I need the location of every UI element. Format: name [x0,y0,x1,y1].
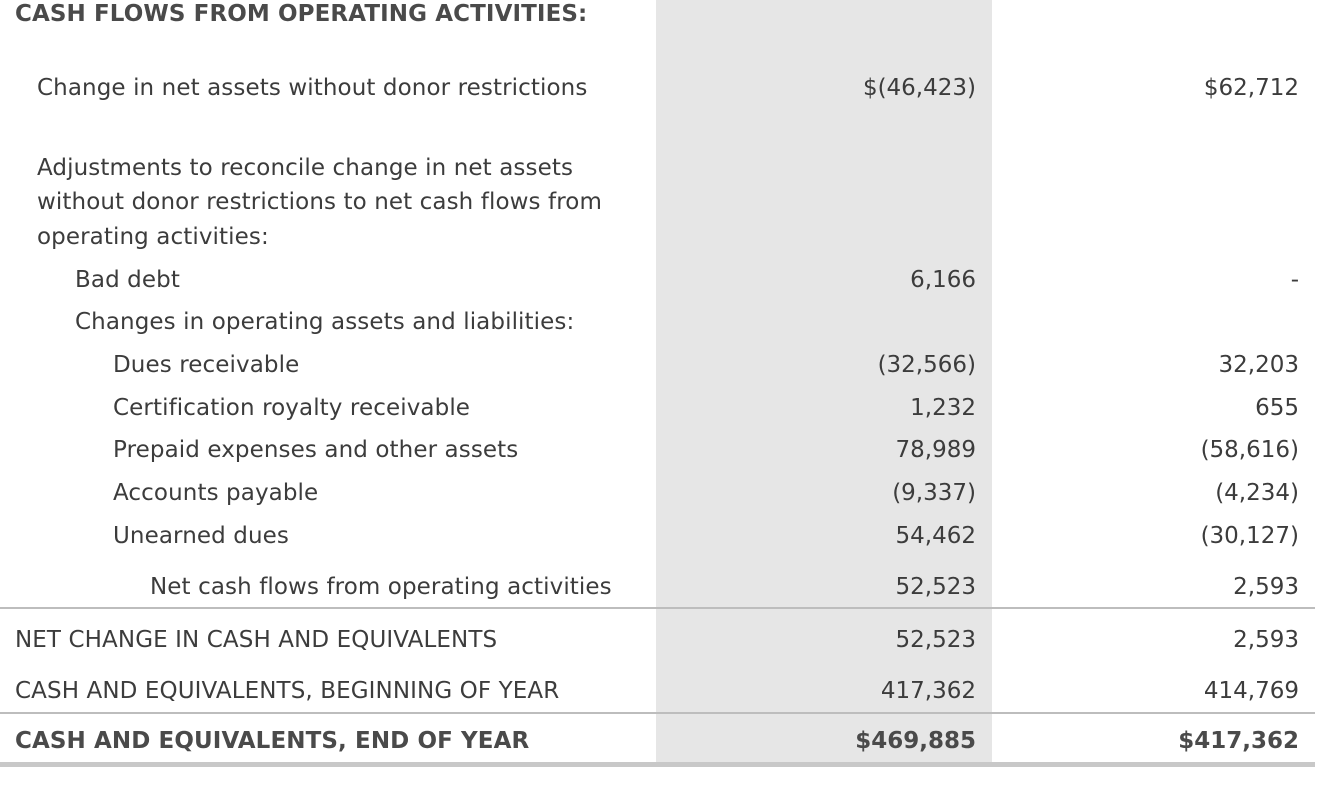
row-value-prior-change-net-assets: $62,712 [1203,75,1299,101]
row-label-cert-royalty: Certification royalty receivable [113,395,471,421]
row-value-prior-unearned-dues: (30,127) [1200,523,1299,549]
row-value-current-net-cash-ops: 52,523 [895,574,976,600]
row-value-prior-beginning: 414,769 [1203,678,1299,704]
total-rule [0,712,1315,714]
adjustments-label-line2: without donor restrictions to net cash f… [37,189,602,215]
row-value-current-unearned-dues: 54,462 [895,523,976,549]
row-value-prior-accounts-payable: (4,234) [1215,480,1299,506]
row-value-prior-end-of-year: $417,362 [1178,728,1299,754]
subtotal-rule [0,607,1315,609]
row-value-prior-prepaid: (58,616) [1200,437,1299,463]
adjustments-label-line1: Adjustments to reconcile change in net a… [37,155,574,181]
row-label-change-net-assets: Change in net assets without donor restr… [37,75,588,101]
row-value-current-net-change: 52,523 [895,627,976,653]
row-value-prior-net-change: 2,593 [1233,627,1299,653]
row-label-accounts-payable: Accounts payable [113,480,319,506]
row-value-current-beginning: 417,362 [880,678,976,704]
row-value-current-end-of-year: $469,885 [855,728,976,754]
row-value-prior-cert-royalty: 655 [1255,395,1299,421]
row-value-current-cert-royalty: 1,232 [910,395,976,421]
row-label-end-of-year: CASH AND EQUIVALENTS, END OF YEAR [15,728,530,754]
row-label-unearned-dues: Unearned dues [113,523,289,549]
row-value-current-dues-receivable: (32,566) [877,352,976,378]
row-value-prior-dues-receivable: 32,203 [1218,352,1299,378]
row-value-current-change-net-assets: $(46,423) [862,75,976,101]
row-value-current-prepaid: 78,989 [895,437,976,463]
row-label-net-cash-ops: Net cash flows from operating activities [150,574,612,600]
row-label-net-change: NET CHANGE IN CASH AND EQUIVALENTS [15,627,498,653]
row-value-current-bad-debt: 6,166 [910,267,976,293]
row-value-prior-bad-debt: - [1290,267,1299,293]
row-label-changes-header: Changes in operating assets and liabilit… [75,309,575,335]
row-value-current-accounts-payable: (9,337) [892,480,976,506]
row-value-prior-net-cash-ops: 2,593 [1233,574,1299,600]
double-underline-rule [0,762,1315,767]
row-label-beginning: CASH AND EQUIVALENTS, BEGINNING OF YEAR [15,678,560,704]
row-label-dues-receivable: Dues receivable [113,352,300,378]
row-label-prepaid: Prepaid expenses and other assets [113,437,519,463]
section-header: CASH FLOWS FROM OPERATING ACTIVITIES: [15,1,588,27]
adjustments-label-line3: operating activities: [37,224,269,250]
row-label-bad-debt: Bad debt [75,267,180,293]
current-year-column-shading [656,0,992,764]
